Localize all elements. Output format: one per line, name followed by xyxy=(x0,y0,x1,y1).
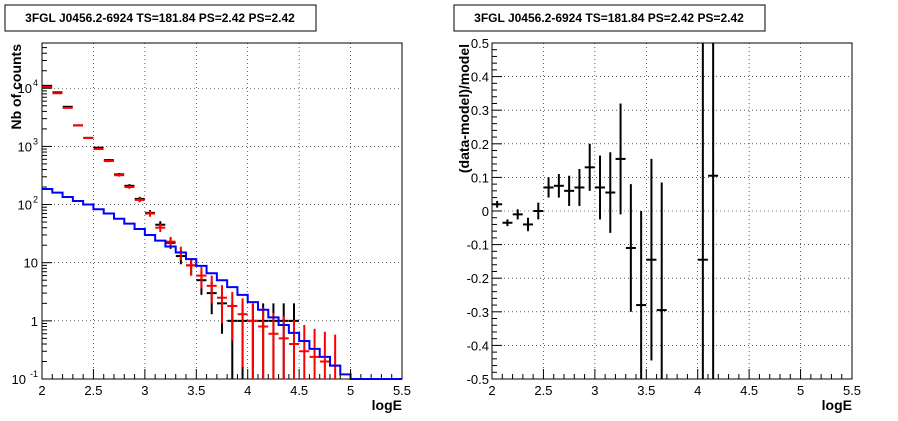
data-point xyxy=(268,312,279,379)
data-point xyxy=(553,174,564,198)
data-point xyxy=(656,182,667,379)
y-tick-label: 1 xyxy=(31,314,38,329)
y-tick-label: -0.4 xyxy=(467,338,489,353)
data-point xyxy=(595,155,605,220)
data-point xyxy=(289,320,299,379)
data-point xyxy=(103,159,114,163)
data-point xyxy=(523,217,533,232)
data-point xyxy=(145,210,155,217)
y-tick-exponent: -1 xyxy=(30,369,38,379)
x-tick-label: 5.5 xyxy=(393,383,411,398)
data-point xyxy=(309,328,320,379)
data-point xyxy=(134,197,145,203)
data-point xyxy=(62,106,73,109)
x-tick-label: 5 xyxy=(797,383,804,398)
data-point xyxy=(258,307,269,379)
data-point xyxy=(584,143,595,191)
y-tick-exponent: 3 xyxy=(33,136,38,146)
y-tick-label: 10 xyxy=(24,256,38,271)
data-point xyxy=(93,148,104,151)
residual-panel: 2 2.5 3 3.5 4 4.5 5 5.5 -0.5 -0.4 -0.3 -0.2 -0.1 0 0.1… xyxy=(453,4,861,413)
data-point xyxy=(533,202,544,220)
x-tick-label: 5 xyxy=(347,383,354,398)
counts-data xyxy=(42,84,402,380)
x-tick-label: 3 xyxy=(591,383,598,398)
y-tick-label: -0.1 xyxy=(467,238,489,253)
data-point xyxy=(502,219,513,227)
y-tick-label: 10 xyxy=(18,198,32,213)
x-tick-label: 2.5 xyxy=(534,383,552,398)
model-step-line xyxy=(42,188,402,380)
data-point xyxy=(124,185,135,189)
data-point xyxy=(512,209,523,220)
y-tick-label: -0.5 xyxy=(467,372,489,387)
residual-axes: 2 2.5 3 3.5 4 4.5 5 5.5 -0.5 -0.4 -0.3 -0.2 -0.1 0 0.1… xyxy=(467,36,861,398)
data-point xyxy=(278,316,289,379)
y-tick-label: 0.3 xyxy=(471,103,489,118)
data-point xyxy=(114,173,125,177)
data-point xyxy=(52,92,63,95)
x-tick-label: 3 xyxy=(141,383,148,398)
counts-x-axis-label: logE xyxy=(372,397,402,413)
y-tick-label: 10 xyxy=(18,81,32,96)
data-point xyxy=(625,184,636,312)
x-tick-label: 3.5 xyxy=(187,383,205,398)
data-point xyxy=(708,43,719,379)
data-point xyxy=(319,331,330,379)
residual-y-axis-label: (data-model)/model xyxy=(456,44,472,173)
residual-title-box xyxy=(453,4,766,32)
data-point xyxy=(186,258,197,276)
data-point xyxy=(237,298,248,368)
data-point xyxy=(83,136,94,139)
data-point xyxy=(299,324,310,379)
data-point xyxy=(543,177,554,198)
y-tick-exponent: 2 xyxy=(33,195,38,205)
data-point xyxy=(636,211,647,379)
residual-data xyxy=(492,43,719,379)
data-point xyxy=(605,152,616,233)
x-tick-label: 4.5 xyxy=(740,383,758,398)
data-point xyxy=(574,169,585,206)
data-point xyxy=(227,291,238,341)
counts-title-box xyxy=(4,4,317,32)
x-tick-label: 4 xyxy=(694,383,701,398)
counts-grid xyxy=(42,43,402,379)
residual-x-axis-label: logE xyxy=(822,397,852,413)
y-tick-label: -0.3 xyxy=(467,305,489,320)
data-point xyxy=(615,103,626,215)
x-tick-label: 4.5 xyxy=(290,383,308,398)
y-tick-label: -0.2 xyxy=(467,271,489,286)
counts-y-axis-label: Nb of counts xyxy=(8,44,24,130)
y-tick-label: 10 xyxy=(18,139,32,154)
residual-grid xyxy=(492,43,852,379)
y-tick-label: 0.4 xyxy=(471,70,489,85)
data-point xyxy=(697,43,708,379)
data-point xyxy=(247,303,258,379)
y-tick-label: 0.1 xyxy=(471,170,489,185)
x-tick-label: 2 xyxy=(38,383,45,398)
data-point xyxy=(196,267,207,289)
residual-chart-title: 3FGL J0456.2-6924 TS=181.84 PS=2.42 PS=2… xyxy=(474,11,744,25)
data-point xyxy=(73,124,83,127)
y-tick-label: 0.5 xyxy=(471,36,489,51)
x-tick-label: 3.5 xyxy=(637,383,655,398)
y-tick-label: 0.2 xyxy=(471,137,489,152)
data-point xyxy=(217,285,227,324)
y-tick-exponent: 4 xyxy=(33,78,38,88)
x-tick-label: 5.5 xyxy=(843,383,861,398)
x-tick-label: 2.5 xyxy=(84,383,102,398)
data-point xyxy=(564,175,575,206)
x-tick-label: 2 xyxy=(488,383,495,398)
y-tick-label: 0 xyxy=(482,204,489,219)
data-point xyxy=(206,275,217,304)
counts-chart-title: 3FGL J0456.2-6924 TS=181.84 PS=2.42 PS=2… xyxy=(25,11,295,25)
x-tick-label: 4 xyxy=(244,383,251,398)
y-tick-label: 10 xyxy=(12,372,26,387)
data-point xyxy=(155,223,166,233)
data-point xyxy=(646,158,657,361)
